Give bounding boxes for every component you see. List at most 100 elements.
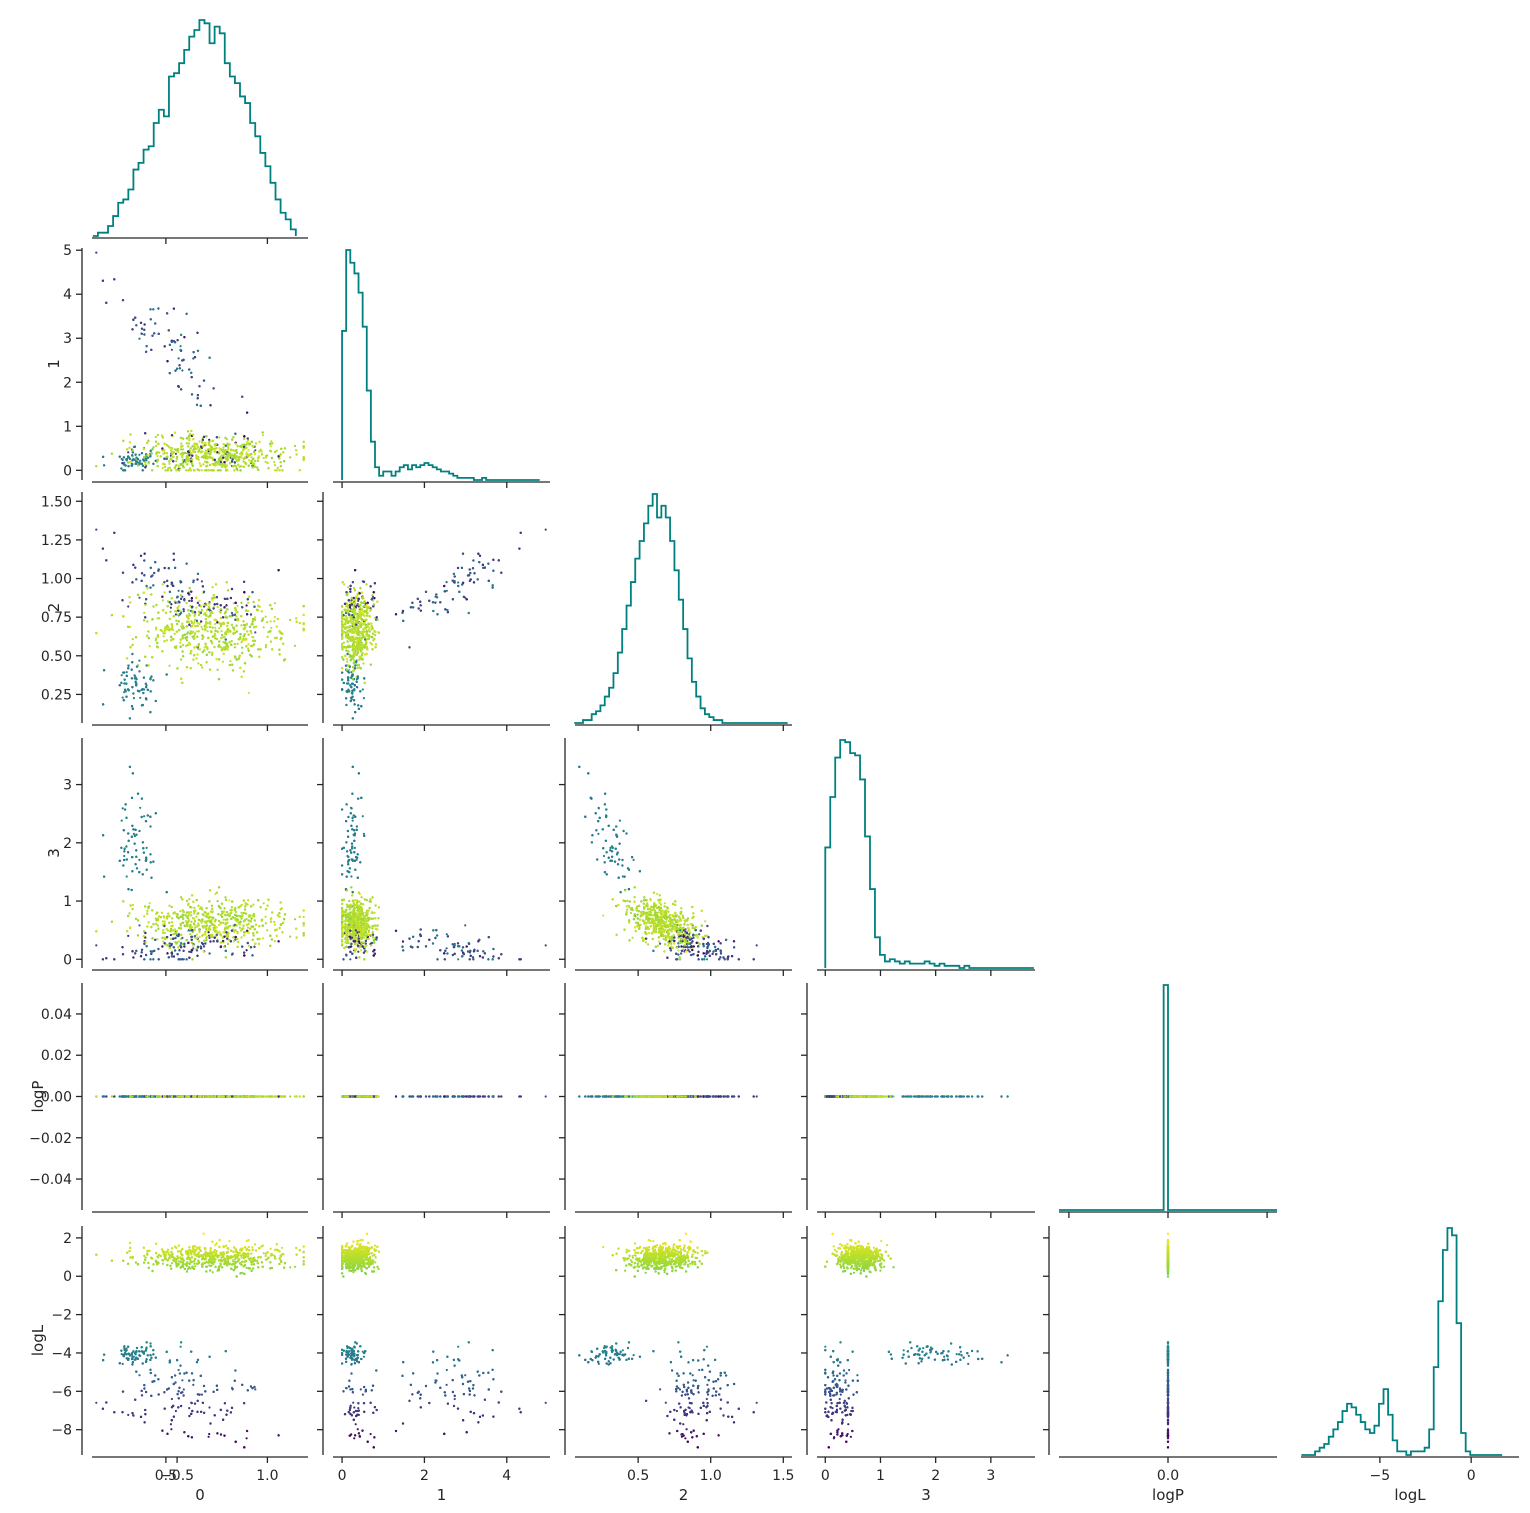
scatter-point bbox=[270, 620, 272, 622]
scatter-point bbox=[201, 666, 203, 668]
scatter-point bbox=[218, 627, 220, 629]
scatter-point bbox=[255, 442, 257, 444]
scatter-point bbox=[161, 435, 163, 437]
scatter-point bbox=[179, 367, 181, 369]
scatter-point bbox=[303, 458, 305, 460]
scatter-point bbox=[225, 457, 227, 459]
scatter-point bbox=[155, 441, 157, 443]
histogram-1 bbox=[342, 250, 540, 480]
scatter-point bbox=[171, 447, 173, 449]
scatter-point bbox=[189, 433, 191, 435]
scatter-point bbox=[127, 456, 129, 458]
scatter-point bbox=[215, 461, 217, 463]
scatter-point bbox=[246, 604, 248, 606]
scatter-point bbox=[152, 308, 154, 310]
scatter-point bbox=[198, 458, 200, 460]
scatter-point bbox=[184, 452, 186, 454]
scatter-point bbox=[237, 464, 239, 466]
scatter-point bbox=[197, 397, 199, 399]
scatter-point bbox=[131, 328, 133, 330]
scatter-point bbox=[135, 463, 137, 465]
scatter-point bbox=[215, 447, 217, 449]
scatter-point bbox=[180, 437, 182, 439]
scatter-point bbox=[242, 449, 244, 451]
scatter-point bbox=[180, 448, 182, 450]
scatter-point bbox=[234, 433, 236, 435]
scatter-point bbox=[265, 461, 267, 463]
scatter-point bbox=[277, 467, 279, 469]
scatter-point bbox=[197, 451, 199, 453]
scatter-point bbox=[194, 469, 196, 471]
scatter-point bbox=[163, 449, 165, 451]
scatter-point bbox=[193, 448, 195, 450]
scatter-point bbox=[126, 671, 128, 673]
scatter-point bbox=[211, 469, 213, 471]
scatter-point bbox=[187, 450, 189, 452]
scatter-point bbox=[192, 465, 194, 467]
scatter-point bbox=[127, 465, 129, 467]
scatter-point bbox=[132, 638, 134, 640]
histogram-logP bbox=[1059, 985, 1277, 1210]
scatter-point bbox=[131, 463, 133, 465]
scatter-point bbox=[229, 660, 231, 662]
scatter-point bbox=[124, 469, 126, 471]
scatter-point bbox=[214, 627, 216, 629]
scatter-point bbox=[194, 443, 196, 445]
scatter-point bbox=[188, 613, 190, 615]
scatter-point bbox=[153, 332, 155, 334]
scatter-point bbox=[248, 459, 250, 461]
scatter-point bbox=[123, 462, 125, 464]
scatter-point bbox=[127, 605, 129, 607]
scatter-point bbox=[144, 466, 146, 468]
scatter-point bbox=[241, 647, 243, 649]
scatter-point bbox=[132, 319, 134, 321]
scatter-point bbox=[143, 329, 145, 331]
scatter-point bbox=[205, 465, 207, 467]
scatter-point bbox=[211, 457, 213, 459]
scatter-point bbox=[182, 459, 184, 461]
scatter-point bbox=[240, 456, 242, 458]
x-tick-label: 0 bbox=[1467, 1468, 1476, 1484]
scatter-point bbox=[132, 451, 134, 453]
scatter-point bbox=[168, 460, 170, 462]
scatter-point bbox=[256, 466, 258, 468]
scatter-point bbox=[181, 456, 183, 458]
scatter-point bbox=[228, 443, 230, 445]
scatter-point bbox=[200, 451, 202, 453]
scatter-point bbox=[231, 439, 233, 441]
scatter-point bbox=[243, 446, 245, 448]
scatter-point bbox=[135, 454, 137, 456]
panels: −5 0logL01234510.250.500.751.001.251.5020… bbox=[29, 20, 1530, 1504]
scatter-point bbox=[222, 641, 224, 643]
scatter-point bbox=[239, 466, 241, 468]
scatter-point bbox=[188, 600, 190, 602]
scatter-point bbox=[267, 467, 269, 469]
scatter-point bbox=[236, 468, 238, 470]
scatter-point bbox=[243, 435, 245, 437]
scatter-point bbox=[280, 461, 282, 463]
scatter-point bbox=[121, 674, 123, 676]
scatter-point bbox=[280, 448, 282, 450]
scatter-point bbox=[236, 456, 238, 458]
scatter-point bbox=[248, 465, 250, 467]
scatter-point bbox=[223, 443, 225, 445]
scatter-point bbox=[217, 606, 219, 608]
scatter-point bbox=[237, 445, 239, 447]
scatter-point bbox=[188, 442, 190, 444]
scatter-point bbox=[210, 445, 212, 447]
scatter-point bbox=[186, 313, 188, 315]
scatter-point bbox=[222, 661, 224, 663]
x-axis-0 bbox=[92, 238, 308, 244]
y-tick-label: 2 bbox=[63, 375, 72, 391]
scatter-point bbox=[274, 451, 276, 453]
scatter-point bbox=[205, 469, 207, 471]
scatter-point bbox=[266, 454, 268, 456]
scatter-point bbox=[254, 631, 256, 633]
scatter-point bbox=[234, 646, 236, 648]
y-tick-label: 0 bbox=[63, 463, 72, 479]
scatter-point bbox=[259, 441, 261, 443]
scatter-point bbox=[206, 461, 208, 463]
scatter-point bbox=[175, 453, 177, 455]
scatter-point bbox=[143, 448, 145, 450]
scatter-point bbox=[233, 469, 235, 471]
